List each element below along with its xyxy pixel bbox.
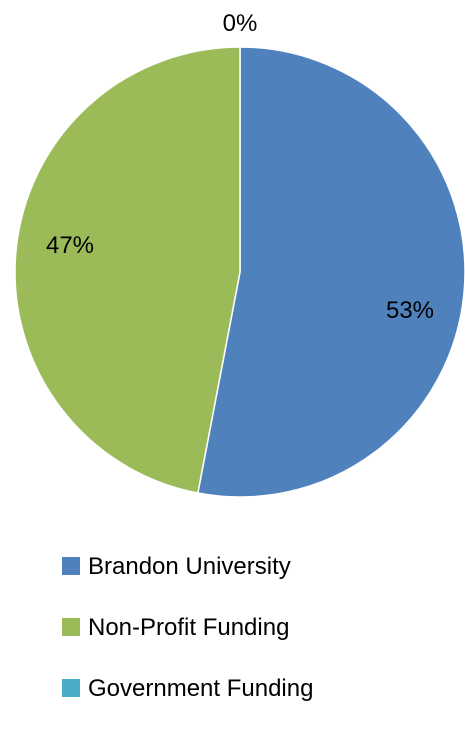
data-label-brandon-university: 53%	[386, 297, 434, 324]
legend-swatch-brandon-university	[62, 557, 80, 575]
pie-slice-brandon-university	[196, 46, 465, 498]
legend-label-government-funding: Government Funding	[88, 675, 313, 702]
data-label-government-funding: 0%	[223, 10, 258, 37]
legend: Brandon University Non-Profit Funding Gove…	[62, 553, 313, 702]
legend-swatch-non-profit-funding	[62, 618, 80, 636]
legend-swatch-government-funding	[62, 679, 80, 697]
legend-label-non-profit-funding: Non-Profit Funding	[88, 614, 289, 641]
pie-slice-non-profit-funding	[14, 46, 241, 494]
data-label-non-profit-funding: 47%	[46, 232, 94, 259]
slice-labels: 53% 47% 0%	[46, 10, 434, 324]
pie-slices	[14, 46, 465, 498]
legend-label-brandon-university: Brandon University	[88, 553, 291, 580]
